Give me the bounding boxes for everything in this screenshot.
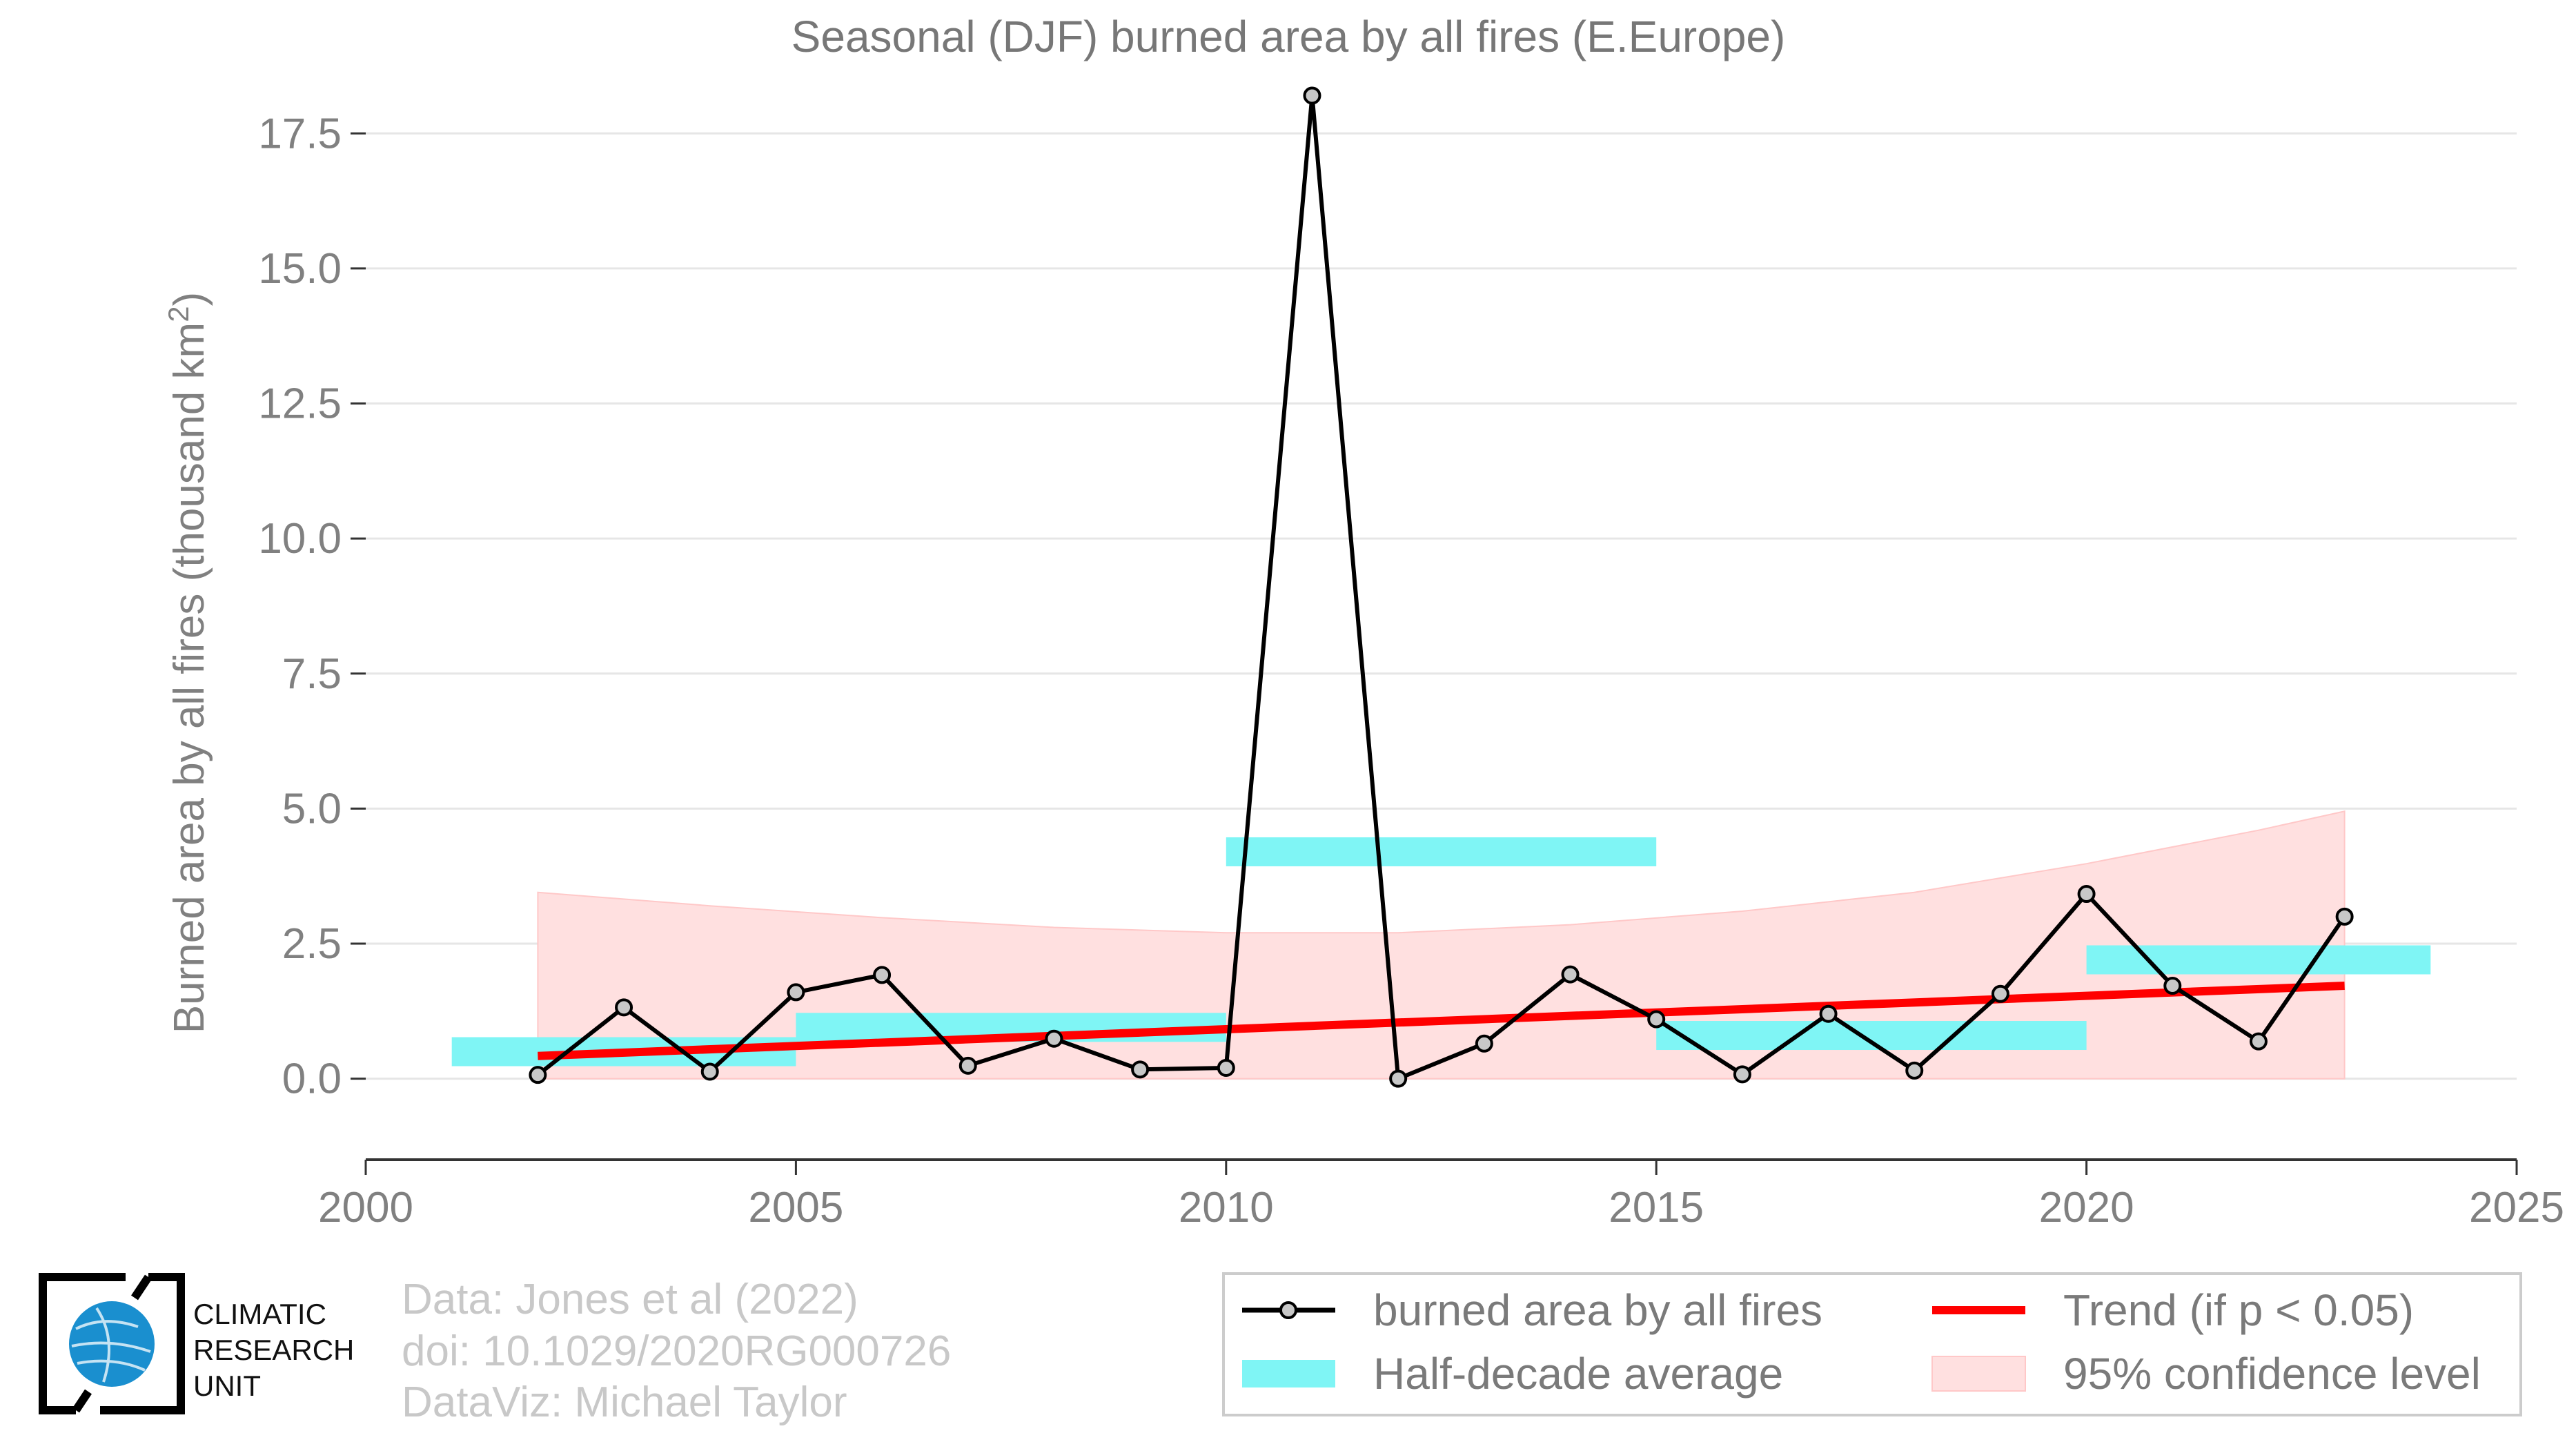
confidence-band xyxy=(537,810,2346,1080)
x-tick-label: 2000 xyxy=(318,1184,413,1231)
data-point xyxy=(1131,1060,1150,1079)
legend-label-burned-area: burned area by all fires xyxy=(1373,1285,1822,1335)
trend-layer xyxy=(538,982,2345,1060)
legend-box xyxy=(1222,1272,2522,1416)
globe-swirl-icon xyxy=(71,1307,151,1383)
credit-doi: doi: 10.1029/2020RG000726 xyxy=(402,1327,951,1375)
logo-slash-top xyxy=(131,1274,152,1301)
credit-dataviz: DataViz: Michael Taylor xyxy=(402,1379,847,1426)
x-tick-label: 2025 xyxy=(2469,1184,2564,1231)
data-point xyxy=(1475,1034,1493,1053)
data-point xyxy=(787,983,805,1002)
data-point xyxy=(1733,1065,1751,1084)
y-tick-label: 2.5 xyxy=(282,920,342,968)
data-point xyxy=(2163,977,2182,995)
data-point xyxy=(958,1056,977,1075)
y-tick-label: 7.5 xyxy=(282,650,342,698)
axes: 0.0 2.5 5.0 7.5 10.0 12.5 15.0 17.5 2000 2005 2010… xyxy=(258,110,2564,1231)
y-tick-label: 0.0 xyxy=(282,1055,342,1103)
logo-slash-bottom xyxy=(72,1389,92,1413)
legend: burned area by all fires Trend (if p < 0… xyxy=(1222,1272,2522,1416)
y-axis-label-end: ) xyxy=(166,292,213,306)
half-decade-bar xyxy=(2086,945,2431,975)
chart-title: Seasonal (DJF) burned area by all fires … xyxy=(792,12,1786,61)
y-tick-label: 17.5 xyxy=(258,110,342,157)
y-tick-label: 15.0 xyxy=(258,245,342,293)
data-point xyxy=(1991,984,2009,1003)
logo-bracket-right xyxy=(100,1273,185,1414)
x-tick-label: 2020 xyxy=(2039,1184,2134,1231)
cru-logo: CLIMATIC RESEARCH UNIT xyxy=(39,1273,354,1414)
logo-bracket-left xyxy=(39,1273,126,1414)
y-axis-label-superscript: 2 xyxy=(162,306,195,322)
series-layer xyxy=(529,86,2354,1088)
data-point xyxy=(1389,1069,1408,1088)
x-tick-label: 2010 xyxy=(1179,1184,1274,1231)
logo-text-line1: CLIMATIC xyxy=(193,1298,326,1330)
data-point xyxy=(1905,1061,1924,1080)
y-tick-label: 5.0 xyxy=(282,785,342,832)
legend-swatch-burned-area-marker xyxy=(1279,1301,1297,1319)
half-decade-bar xyxy=(1656,1021,2087,1051)
y-axis-label-main: Burned area by all fires (thousand km xyxy=(166,322,213,1033)
half-decade-bar xyxy=(1226,837,1657,866)
data-point xyxy=(1217,1058,1235,1077)
legend-label-confidence: 95% confidence level xyxy=(2063,1349,2481,1399)
x-tick-label: 2015 xyxy=(1609,1184,1704,1231)
trend-line xyxy=(538,982,2345,1060)
data-point xyxy=(615,998,633,1017)
data-point xyxy=(529,1066,547,1084)
legend-label-half-decade: Half-decade average xyxy=(1373,1349,1783,1399)
y-tick-label: 12.5 xyxy=(258,380,342,428)
data-point xyxy=(700,1062,719,1081)
legend-swatch-confidence xyxy=(1931,1356,2026,1392)
x-tick-label: 2005 xyxy=(748,1184,843,1231)
data-point xyxy=(2249,1032,2268,1051)
data-point xyxy=(2077,885,2096,904)
data-point xyxy=(1647,1010,1666,1029)
data-point xyxy=(1045,1029,1063,1048)
burned-area-line xyxy=(536,93,2347,1081)
data-point xyxy=(1561,965,1580,984)
data-point xyxy=(1303,86,1321,105)
y-axis-label: Burned area by all fires (thousand km2) xyxy=(162,292,213,1033)
logo-text-line3: UNIT xyxy=(193,1370,261,1402)
legend-swatch-half-decade xyxy=(1242,1360,1335,1387)
data-point xyxy=(2335,907,2354,926)
logo-text-line2: RESEARCH xyxy=(193,1334,354,1366)
credit-data: Data: Jones et al (2022) xyxy=(402,1276,858,1323)
y-tick-label: 10.0 xyxy=(258,515,342,563)
data-point xyxy=(1819,1004,1838,1023)
confidence-band-layer xyxy=(537,810,2346,1080)
data-point xyxy=(873,966,892,984)
legend-label-trend: Trend (if p < 0.05) xyxy=(2063,1285,2414,1335)
